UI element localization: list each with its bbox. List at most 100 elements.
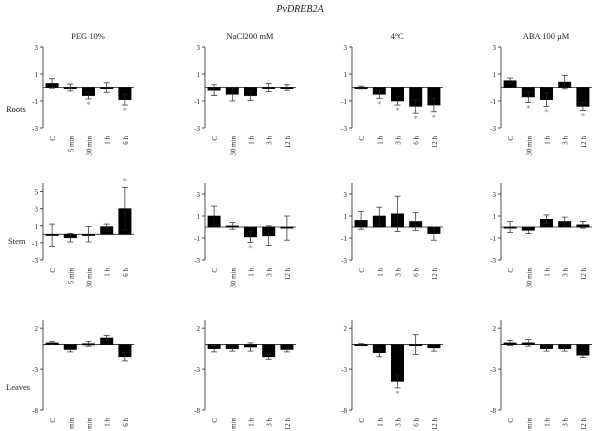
y-tick-label: -1 (194, 98, 200, 106)
y-tick-label: 1 (493, 71, 497, 79)
x-tick-label: 12 h (580, 418, 588, 431)
panel-leaves-nacl200-mm: -8 -3 2 C 30 min 1 h 3 h 12 h (194, 320, 296, 431)
y-tick-label: -3 (194, 125, 200, 133)
y-tick-label: -3 (194, 257, 200, 265)
x-tick-label: C (49, 418, 57, 423)
x-tick-label: 1 h (104, 136, 112, 145)
significance-asterisk: * (581, 111, 586, 121)
panel-stem-nacl200-mm: -3 -1 1 3 C 30 min * 1 h 3 h 12 h (194, 183, 296, 288)
x-tick-label: 1 h (376, 136, 384, 145)
panel-leaves-aba-100-m: -8 -3 2 C 30 min 1 h 3 h 12 h (490, 320, 592, 431)
x-tick-label: C (49, 268, 57, 273)
y-tick-label: -8 (490, 407, 496, 415)
x-tick-label: 1 h (104, 268, 112, 277)
x-tick-label: 3 h (562, 268, 570, 277)
x-tick-label: 3 h (562, 136, 570, 145)
x-tick-label: 5 min (67, 268, 75, 285)
y-tick-label: -3 (32, 366, 38, 374)
x-tick-label: C (507, 418, 515, 423)
panel-roots-4-c: -3 -1 1 3 C * 1 h * 3 h * 6 h * 12 h (341, 44, 443, 148)
y-tick-label: 1 (35, 71, 39, 79)
x-tick-label: 1 h (544, 418, 552, 427)
y-tick-label: -3 (341, 366, 347, 374)
y-tick-label: -1 (341, 98, 347, 106)
y-tick-label: -3 (490, 366, 496, 374)
x-tick-label: 3 h (395, 136, 403, 145)
x-tick-label: 1 h (544, 136, 552, 145)
y-tick-label: 1 (197, 213, 201, 221)
x-tick-label: C (211, 136, 219, 141)
column-header-peg: PEG 10% (71, 31, 105, 41)
y-tick-label: 2 (344, 325, 348, 333)
panel-stem-aba-100-m: -3 -1 1 3 C 30 min 1 h 3 h 12 h (490, 183, 592, 288)
x-tick-label: C (358, 136, 366, 141)
y-tick-label: 1 (344, 71, 348, 79)
y-tick-label: -3 (490, 257, 496, 265)
x-tick-label: 12 h (580, 268, 588, 281)
y-tick-label: 2 (493, 325, 497, 333)
panel-roots-nacl200-mm: -3 -1 1 3 C 30 min 1 h 3 h 12 h (194, 44, 296, 156)
x-tick-label: 30 min (525, 268, 533, 288)
y-tick-label: -1 (32, 240, 38, 248)
y-tick-label: -1 (194, 235, 200, 243)
x-tick-label: 6 h (122, 418, 130, 427)
x-tick-label: 3 h (266, 136, 274, 145)
y-tick-label: -1 (490, 98, 496, 106)
x-tick-label: C (507, 136, 515, 141)
panel-stem-4-c: -3 -1 1 3 C 1 h 3 h 6 h 12 h (341, 183, 443, 280)
y-tick-label: -1 (341, 235, 347, 243)
y-tick-label: -1 (32, 98, 38, 106)
x-tick-label: C (211, 268, 219, 273)
y-tick-label: -3 (32, 125, 38, 133)
y-tick-label: 2 (197, 325, 201, 333)
x-tick-label: 3 h (562, 418, 570, 427)
panels: -3 -1 1 3 C 5 min * 30 min 1 h * 6 h -3 -1 1 3 C 30 min 1… (32, 44, 592, 431)
y-tick-label: -1 (490, 235, 496, 243)
y-tick-label: 3 (197, 44, 201, 52)
x-tick-label: 1 h (248, 136, 256, 145)
row-label-stem: Stem (8, 236, 26, 246)
x-tick-label: 12 h (431, 136, 439, 149)
x-tick-label: C (358, 268, 366, 273)
y-tick-label: 1 (35, 223, 39, 231)
y-tick-label: 3 (493, 191, 497, 199)
significance-asterisk: * (123, 106, 128, 116)
y-tick-label: -3 (341, 125, 347, 133)
y-tick-label: -3 (341, 257, 347, 265)
panel-roots-aba-100-m: -3 -1 1 3 C * 30 min * 1 h 3 h * 12 h (490, 44, 592, 156)
y-tick-label: 1 (493, 213, 497, 221)
x-tick-label: C (49, 136, 57, 141)
x-tick-label: 12 h (431, 268, 439, 281)
significance-asterisk: * (544, 107, 549, 117)
x-tick-label: 30 min (229, 418, 237, 431)
column-header-nacl: NaCl200 mM (227, 31, 274, 41)
x-tick-label: 30 min (86, 418, 94, 431)
y-tick-label: 1 (197, 71, 201, 79)
x-tick-label: 6 h (122, 268, 130, 277)
x-tick-label: 30 min (229, 136, 237, 156)
y-tick-label: 2 (35, 325, 39, 333)
panel-leaves-4-c: -8 -3 2 C 1 h * 3 h 6 h 12 h (341, 320, 443, 430)
row-label-roots: Roots (6, 104, 26, 114)
x-tick-label: 6 h (413, 418, 421, 427)
significance-asterisk: * (395, 389, 400, 399)
x-tick-label: 3 h (395, 418, 403, 427)
y-tick-label: -3 (32, 257, 38, 265)
x-tick-label: 12 h (284, 136, 292, 149)
x-tick-label: 30 min (86, 268, 94, 288)
x-tick-label: 3 h (266, 418, 274, 427)
x-tick-label: 12 h (431, 418, 439, 431)
significance-asterisk: * (86, 100, 91, 110)
x-tick-label: 30 min (525, 136, 533, 156)
x-tick-label: 12 h (580, 136, 588, 149)
column-header-cold: 4°C (390, 31, 404, 41)
significance-asterisk: * (123, 176, 128, 186)
significance-asterisk: * (413, 114, 418, 124)
x-tick-label: 12 h (284, 418, 292, 431)
significance-asterisk: * (248, 243, 253, 253)
significance-asterisk: * (395, 106, 400, 116)
x-tick-label: 6 h (413, 136, 421, 145)
y-tick-label: -3 (490, 125, 496, 133)
x-tick-label: 3 h (395, 268, 403, 277)
